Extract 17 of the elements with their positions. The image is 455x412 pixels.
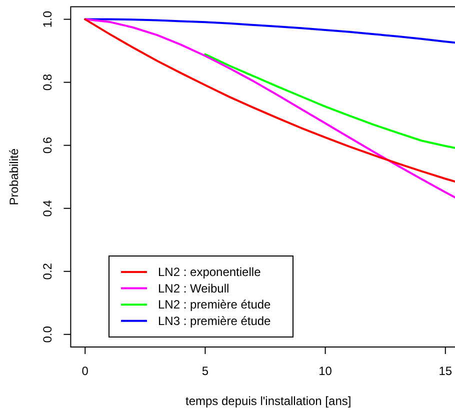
legend-label: LN2 : première étude xyxy=(158,298,272,312)
x-tick-label: 0 xyxy=(82,364,89,378)
legend-label: LN2 : exponentielle xyxy=(158,265,262,279)
legend-label: LN3 : première étude xyxy=(158,314,272,328)
x-tick-label: 10 xyxy=(318,364,332,378)
x-tick-label: 5 xyxy=(202,364,209,378)
legend-label: LN2 : Weibull xyxy=(158,281,230,296)
y-tick-label: 0.2 xyxy=(40,262,55,280)
y-tick-label: 0.6 xyxy=(40,136,55,154)
line-series xyxy=(204,53,455,149)
y-tick-label: 0.8 xyxy=(40,74,55,91)
y-tick-label: 1.0 xyxy=(40,10,55,28)
x-tick-label: 15 xyxy=(438,364,452,378)
y-tick-label: 0.0 xyxy=(40,326,55,343)
x-axis-title: temps depuis l'installation [ans] xyxy=(185,394,352,408)
y-axis-title: Probabilité xyxy=(7,148,21,206)
y-tick-label: 0.4 xyxy=(40,200,55,217)
